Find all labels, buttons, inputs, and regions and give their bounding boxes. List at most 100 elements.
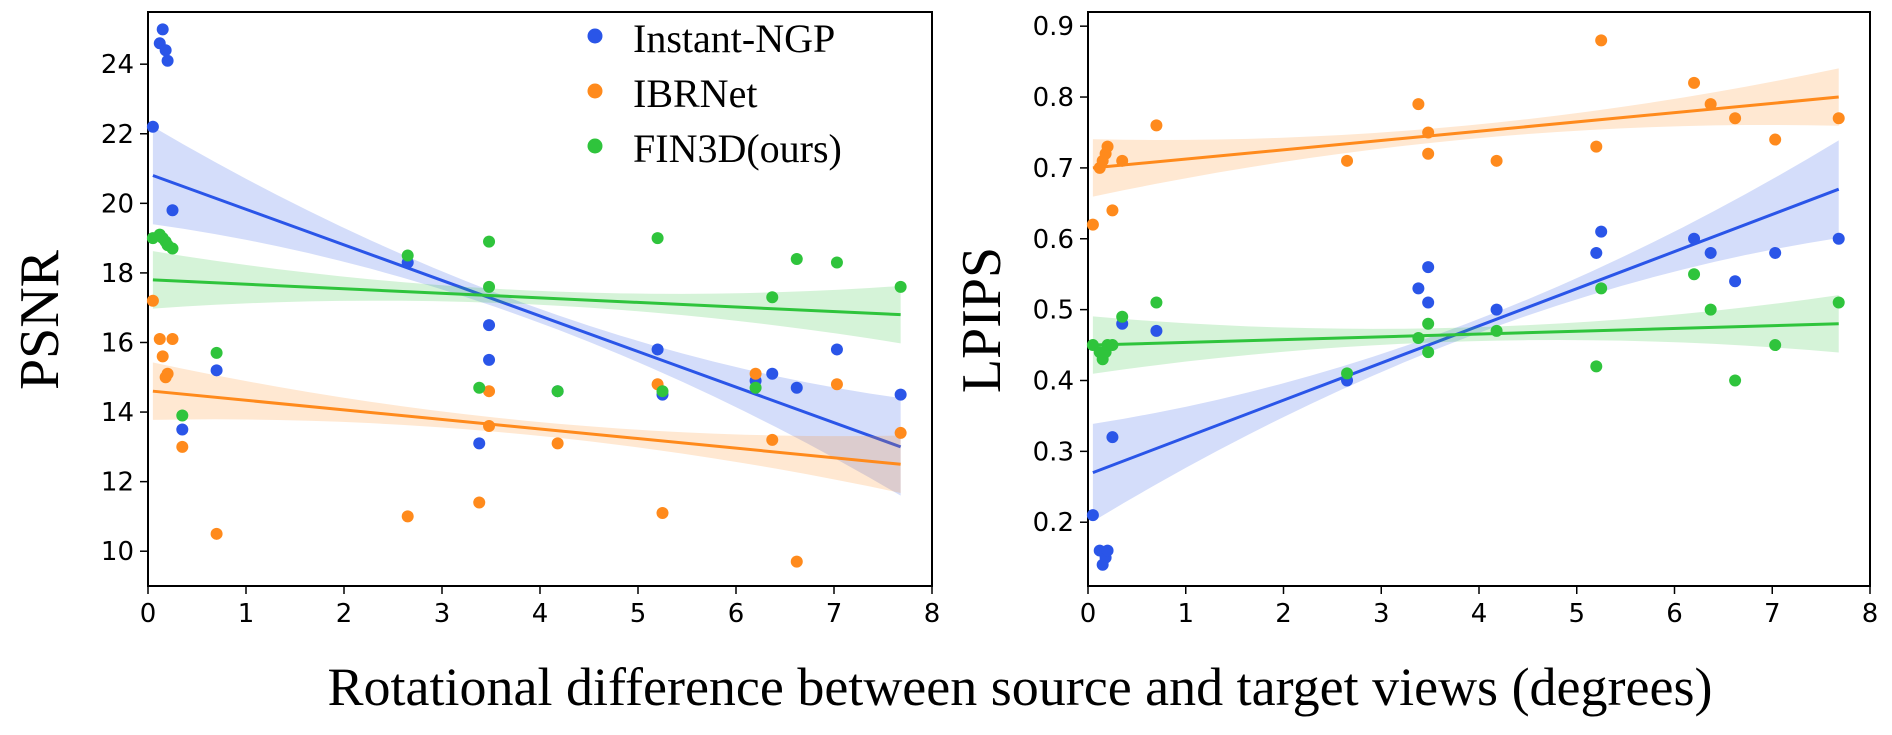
legend-marker-ibrnet [587, 83, 603, 99]
lpips-x-tick-label: 8 [1862, 599, 1879, 629]
x-axis-label: Rotational difference between source and… [328, 657, 1713, 717]
psnr-instant-ngp-point [483, 319, 496, 332]
psnr-instant-ngp-point [210, 364, 223, 377]
lpips-instant-ngp-point [1595, 225, 1608, 238]
psnr-fin3d-ours-point [166, 242, 179, 255]
psnr-ibrnet-point [156, 350, 169, 363]
psnr-instant-ngp-point [766, 367, 779, 380]
lpips-fin3d-ours-point [1422, 317, 1435, 330]
lpips-fin3d-ours-point [1490, 324, 1503, 337]
psnr-x-tick-label: 4 [532, 599, 549, 629]
lpips-y-tick-label: 0.2 [1033, 508, 1074, 538]
lpips-ibrnet-point [1422, 147, 1435, 160]
psnr-instant-ngp-point [176, 423, 189, 436]
psnr-instant-ngp-fit-line [152, 174, 902, 449]
psnr-instant-ngp-point [146, 120, 159, 133]
lpips-y-tick-label: 0.9 [1033, 12, 1074, 42]
psnr-instant-ngp-point [483, 353, 496, 366]
psnr-x-tick-label: 0 [140, 599, 157, 629]
lpips-instant-ngp-point [1422, 296, 1435, 309]
lpips-instant-ngp-point [1688, 232, 1701, 245]
psnr-y-tick-label: 16 [101, 328, 134, 358]
lpips-y-tick-label: 0.7 [1033, 154, 1074, 184]
psnr-ibrnet-point [790, 555, 803, 568]
lpips-ibrnet-point [1688, 76, 1701, 89]
lpips-ibrnet-point [1729, 112, 1742, 125]
legend: Instant-NGP IBRNet FIN3D(ours) [587, 16, 842, 171]
legend-marker-fin3d [587, 138, 603, 154]
psnr-fin3d-ours-point [830, 256, 843, 269]
lpips-ibrnet-point [1101, 140, 1114, 153]
psnr-y-tick-label: 10 [101, 537, 134, 567]
lpips-instant-ngp-point [1086, 509, 1099, 522]
lpips-y-tick-label: 0.3 [1033, 437, 1074, 467]
psnr-instant-ngp-point [159, 44, 172, 57]
psnr-x-tick-label: 5 [630, 599, 647, 629]
lpips-fin3d-ours-point [1106, 339, 1119, 352]
lpips-ibrnet-point [1116, 154, 1129, 167]
lpips-ibrnet-point [1832, 112, 1845, 125]
lpips-instant-ngp-fit-line [1092, 187, 1840, 475]
lpips-ibrnet-point [1490, 154, 1503, 167]
psnr-x-tick-label: 1 [238, 599, 255, 629]
legend-label-ibrnet: IBRNet [633, 71, 757, 116]
lpips-ibrnet-point [1595, 34, 1608, 47]
psnr-ibrnet-point [146, 294, 159, 307]
psnr-ibrnet-point [483, 385, 496, 398]
lpips-x-tick-label: 7 [1764, 599, 1781, 629]
lpips-fin3d-ours-point [1422, 346, 1435, 359]
legend-marker-instant-ngp [587, 28, 603, 44]
lpips-fin3d-ours-point [1590, 360, 1603, 373]
psnr-instant-ngp-point [156, 23, 169, 36]
psnr-fin3d-ours-fit-line [152, 278, 901, 317]
lpips-fin3d-ours-point [1832, 296, 1845, 309]
psnr-ibrnet-point [766, 433, 779, 446]
lpips-ibrnet-point [1106, 204, 1119, 217]
lpips-ibrnet-point [1412, 98, 1425, 111]
psnr-y-tick-label: 22 [101, 120, 134, 150]
lpips-ibrnet-fit-line [1092, 95, 1839, 170]
lpips-panel: 0 1 2 3 4 5 6 7 8 0.2 0.3 0.4 0.5 0.6 0.7 0.8 0.9 LPIPS [951, 11, 1879, 629]
psnr-y-axis-label: PSNR [9, 249, 71, 390]
psnr-ibrnet-fit-line [152, 389, 901, 466]
psnr-y-tick-label: 14 [101, 398, 134, 428]
lpips-fin3d-ours-point [1769, 339, 1782, 352]
lpips-instant-ngp-point [1490, 303, 1503, 316]
lpips-instant-ngp-point [1832, 232, 1845, 245]
psnr-x-tick-label: 8 [924, 599, 941, 629]
lpips-fin3d-ours-point [1412, 331, 1425, 344]
lpips-x-tick-label: 2 [1275, 599, 1292, 629]
lpips-x-tick-label: 0 [1080, 599, 1097, 629]
lpips-fin3d-ours-point [1150, 296, 1163, 309]
psnr-ibrnet-point [894, 426, 907, 439]
lpips-instant-ngp-point [1101, 544, 1114, 557]
psnr-ibrnet-point [830, 378, 843, 391]
psnr-fin3d-ours-point [401, 249, 414, 262]
psnr-fin3d-ours-point [790, 252, 803, 265]
psnr-instant-ngp-point [790, 381, 803, 394]
psnr-ibrnet-point [656, 506, 669, 519]
lpips-x-tick-label: 6 [1666, 599, 1683, 629]
psnr-fin3d-ours-point [651, 232, 664, 245]
lpips-y-axis-label: LPIPS [951, 247, 1013, 393]
lpips-ibrnet-point [1086, 218, 1099, 231]
psnr-x-tick-label: 2 [336, 599, 353, 629]
psnr-fin3d-ours-point [656, 385, 669, 398]
lpips-fin3d-ours-point [1688, 268, 1701, 281]
psnr-instant-ngp-point [161, 54, 174, 67]
lpips-instant-ngp-point [1412, 282, 1425, 295]
psnr-fin3d-ours-point [551, 385, 564, 398]
lpips-instant-ngp-point [1150, 324, 1163, 337]
psnr-y-tick-label: 12 [101, 468, 134, 498]
psnr-fin3d-ours-point [210, 346, 223, 359]
lpips-x-tick-label: 4 [1471, 599, 1488, 629]
lpips-x-tick-label: 3 [1373, 599, 1390, 629]
lpips-instant-ngp-point [1106, 431, 1119, 444]
lpips-fin3d-ours-fit-line [1092, 322, 1839, 347]
lpips-x-tick-label: 1 [1177, 599, 1194, 629]
lpips-y-tick-label: 0.4 [1033, 366, 1074, 396]
legend-label-instant-ngp: Instant-NGP [633, 16, 835, 61]
lpips-ibrnet-point [1704, 98, 1717, 111]
